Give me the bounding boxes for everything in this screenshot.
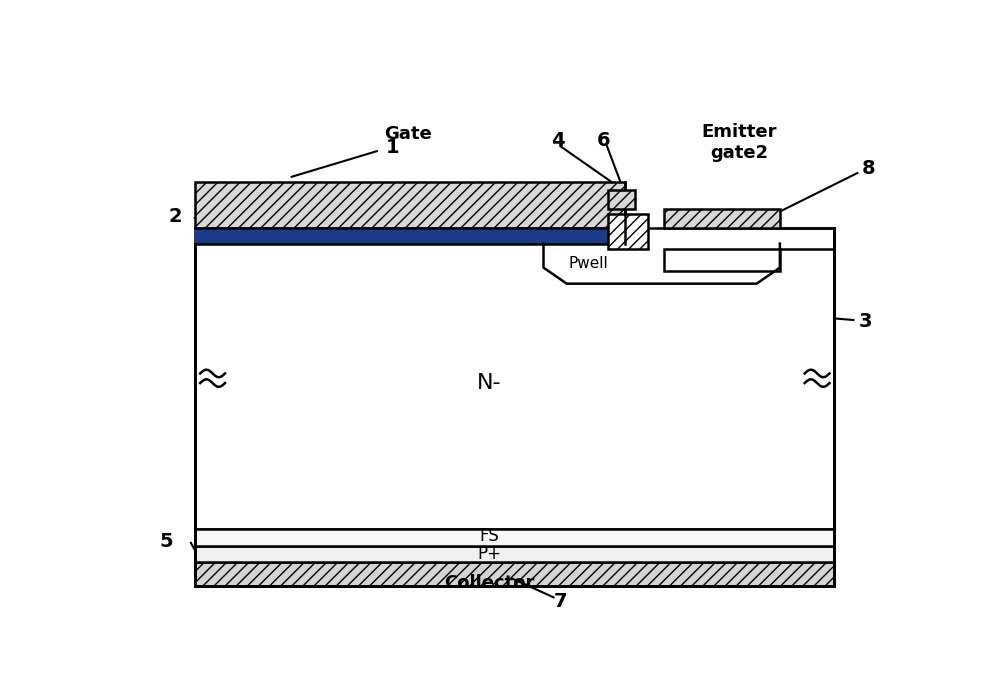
Text: N+: N+ [616,224,640,239]
Text: Pwell: Pwell [569,256,608,271]
Bar [195,545,834,561]
Text: 1: 1 [386,138,399,157]
Text: Emitter: Emitter [702,124,777,142]
Text: P+: P+ [477,545,501,563]
Text: N-: N- [477,373,502,393]
Text: 2: 2 [169,208,182,226]
Bar [195,561,834,586]
Text: Gate: Gate [384,124,432,142]
Text: P+: P+ [709,253,731,268]
Text: 4: 4 [551,131,564,151]
Text: gate2: gate2 [711,144,769,162]
Bar [195,228,625,244]
Text: 3: 3 [859,312,872,330]
Bar [195,228,834,530]
Bar [664,209,780,228]
Bar [664,249,780,271]
Bar [195,182,625,228]
Text: 6: 6 [597,131,611,151]
Bar [608,214,648,249]
Text: 7: 7 [554,592,567,611]
Bar [608,190,635,209]
Bar [195,530,834,545]
Text: FS: FS [479,527,499,545]
Text: Collector: Collector [444,574,534,592]
Text: 8: 8 [862,160,876,178]
Text: 5: 5 [159,532,173,551]
